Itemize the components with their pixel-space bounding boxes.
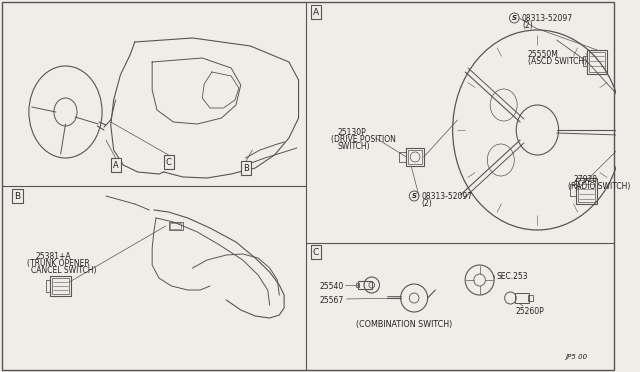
Bar (399, 152, 406, 162)
Text: S: S (512, 15, 516, 21)
Text: (ASCD SWITCH): (ASCD SWITCH) (528, 57, 587, 66)
Text: 25540: 25540 (320, 282, 344, 291)
Text: JP5 00: JP5 00 (565, 354, 588, 360)
Bar (408, 150, 422, 164)
Bar (356, 283, 359, 287)
Text: C: C (313, 247, 319, 257)
Text: CANCEL SWITCH): CANCEL SWITCH) (31, 266, 96, 275)
Text: (DRIVE POSITION: (DRIVE POSITION (332, 135, 396, 144)
Bar (515, 293, 529, 303)
Bar (406, 148, 424, 166)
Text: 08313-52097: 08313-52097 (422, 192, 473, 201)
Bar (168, 222, 183, 230)
Text: C: C (166, 157, 172, 167)
Text: SWITCH): SWITCH) (337, 142, 370, 151)
Text: (TRUNK OPENER: (TRUNK OPENER (27, 259, 90, 268)
Bar (576, 178, 597, 204)
Text: (COMBINATION SWITCH): (COMBINATION SWITCH) (356, 320, 452, 329)
Bar (52, 278, 69, 294)
Bar (570, 184, 576, 196)
Bar (528, 295, 532, 301)
Bar (358, 281, 372, 289)
Text: A: A (313, 7, 319, 16)
Text: (RADIO SWITCH): (RADIO SWITCH) (568, 182, 630, 191)
Text: B: B (243, 164, 248, 173)
Text: A: A (113, 160, 118, 170)
Bar (170, 223, 181, 229)
Text: 27928: 27928 (573, 175, 597, 184)
Text: 08313-52097: 08313-52097 (522, 14, 573, 23)
Text: 25130P: 25130P (337, 128, 366, 137)
Text: (2): (2) (522, 21, 532, 30)
Bar (588, 50, 607, 74)
Text: B: B (14, 192, 20, 201)
Text: 25260P: 25260P (515, 307, 544, 316)
Bar (50, 276, 71, 296)
Bar (582, 56, 588, 66)
Bar (46, 280, 50, 292)
Text: 25550M: 25550M (528, 50, 559, 59)
Text: S: S (412, 193, 417, 199)
Text: SEC.253: SEC.253 (497, 272, 529, 281)
Text: (2): (2) (422, 199, 433, 208)
Bar (578, 180, 595, 202)
Text: 25381+A: 25381+A (36, 252, 71, 261)
Text: 25567: 25567 (320, 296, 344, 305)
Bar (589, 52, 605, 72)
